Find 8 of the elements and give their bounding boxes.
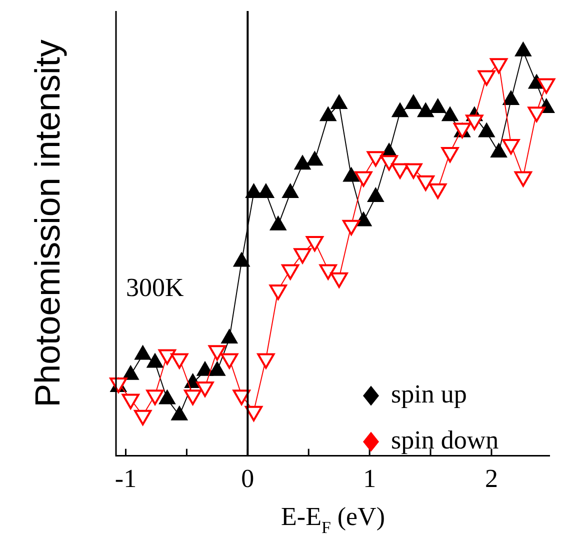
x-tick-label: -1 [114, 464, 137, 494]
x-tick-label: 1 [363, 464, 376, 494]
annotation: 300K [126, 273, 184, 302]
legend-label: spin up [391, 380, 467, 409]
y-axis-title: Photoemission intensity [28, 39, 68, 408]
x-tick-label: 0 [241, 464, 254, 494]
legend-label: spin down [391, 426, 499, 455]
x-tick-label: 2 [484, 464, 498, 494]
